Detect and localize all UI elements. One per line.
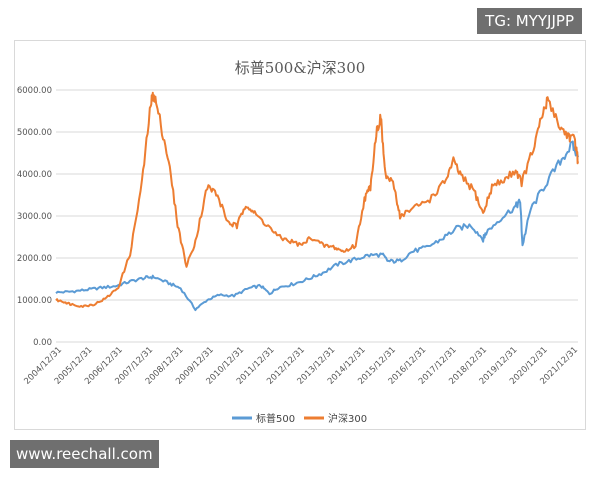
chart-title: 标普500&沪深300 [235,59,366,77]
series-line-sp500 [55,140,579,312]
tg-watermark: TG: MYYJJPP [477,8,582,34]
legend-label-csi300: 沪深300 [328,412,367,425]
series-line-csi300 [55,91,579,308]
y-tick-label: 3000.00 [17,212,52,222]
x-axis: 2004/12/312005/12/312006/12/312007/12/31… [22,345,580,387]
chart-area [14,40,586,430]
y-tick-label: 0.00 [33,338,52,348]
legend-label-sp500: 标普500 [256,412,295,425]
y-tick-label: 6000.00 [17,86,52,96]
series-group [55,91,579,312]
site-watermark: www.reechall.com [10,440,159,468]
y-tick-label: 2000.00 [17,254,52,264]
y-tick-label: 4000.00 [17,170,52,180]
legend: 标普500 沪深300 [232,412,367,425]
y-axis: 0.00 1000.00 2000.00 3000.00 4000.00 5000.00 6… [17,86,52,348]
y-tick-label: 1000.00 [17,296,52,306]
y-tick-label: 5000.00 [17,128,52,138]
grid-lines [56,89,578,343]
